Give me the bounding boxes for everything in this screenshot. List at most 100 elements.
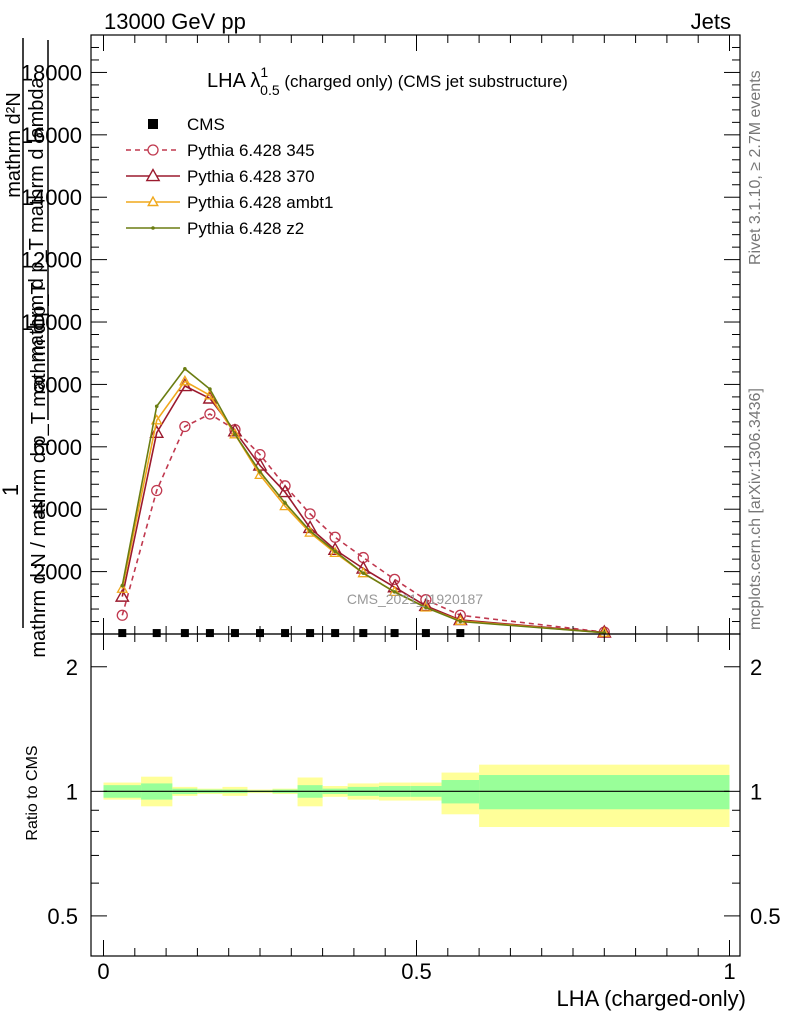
y-tick-label: 14000: [21, 185, 82, 210]
legend-item: Pythia 6.428 ambt1: [126, 193, 333, 212]
main-panel: 2000 4000 6000 8000 10000 12000 14000 16000 1800…: [21, 34, 741, 638]
pythia-z2-marker: [283, 501, 287, 505]
pythia-z2-marker: [333, 549, 337, 554]
process-label: Jets: [691, 9, 731, 34]
legend: CMS Pythia 6.428 345 Pythia 6.428 370 Pythi…: [126, 115, 333, 238]
ratio-plot-area: [90, 633, 741, 957]
pythia-345-marker: [388, 573, 401, 586]
x-tick-label: 0.5: [401, 959, 432, 984]
ratio-y-tick-label: 2: [66, 655, 78, 680]
pythia-ambt1-marker: [116, 582, 129, 593]
mcplots-label: mcplots.cern.ch [arXiv:1306.3436]: [747, 388, 764, 630]
legend-label: CMS: [187, 115, 225, 134]
legend-item: CMS: [148, 115, 225, 134]
y-tick-label: 12000: [21, 248, 82, 273]
cms-data-point: [359, 629, 368, 638]
legend-label: Pythia 6.428 ambt1: [187, 193, 333, 212]
rivet-label: Rivet 3.1.10, ≥ 2.7M events: [747, 70, 764, 265]
y-tick-label: 4000: [33, 497, 82, 522]
series-line-4: [121, 367, 605, 634]
legend-triangle-marker: [145, 168, 161, 182]
pythia-ambt1-marker: [357, 566, 370, 578]
pythia-z2-marker: [183, 367, 187, 371]
ratio-y-tick-label: 0.5: [47, 904, 78, 929]
legend-item: Pythia 6.428 z2: [126, 219, 304, 238]
plot-title-prefix: LHA λ: [207, 70, 260, 92]
cms-data-point: [152, 629, 161, 638]
ratio-panel: 0.5 0.51 12 2 0 0.5 1: [47, 633, 781, 984]
ratio-bands: [103, 764, 730, 827]
pythia-370-marker: [202, 390, 218, 404]
plot-title: LHA λ1 0.5 (charged only) (CMS jet substr…: [207, 64, 568, 98]
pythia-345-marker: [151, 484, 163, 497]
cms-data-point: [306, 629, 315, 638]
pythia-ambt1-marker: [329, 546, 341, 558]
ratio-y-tick-label-right: 0.5: [750, 904, 781, 929]
pythia-345-marker: [116, 609, 128, 621]
cms-data-point: [205, 629, 214, 638]
legend-triangle-marker: [147, 195, 159, 207]
y-tick-label: 16000: [21, 123, 82, 148]
pythia-ambt1-marker: [179, 374, 191, 386]
ratio-x-ticks: 0 0.5 1: [97, 634, 736, 984]
main-y-axis-label: mathrm d²N mathrm d p_T mathrm d lambda …: [0, 38, 50, 658]
y-label-one: 1: [0, 484, 23, 496]
legend-label: Pythia 6.428 z2: [187, 219, 304, 238]
legend-label: Pythia 6.428 345: [187, 141, 315, 160]
pythia-370-marker: [277, 484, 293, 498]
x-tick-label: 1: [723, 959, 735, 984]
legend-circle-marker: [147, 144, 159, 156]
pythia-z2-marker: [233, 432, 237, 437]
analysis-watermark: CMS_2021_I1920187: [347, 591, 483, 607]
series-line-1: [121, 413, 605, 633]
pythia-z2-marker: [424, 605, 428, 610]
pythia-z2-marker: [392, 590, 397, 594]
legend-item: Pythia 6.428 370: [126, 167, 315, 186]
cms-data-point: [331, 629, 340, 638]
ratio-y-tick-label-right: 1: [750, 779, 762, 804]
plot-title-sub: 0.5: [260, 82, 280, 98]
ratio-y-tick-label-right: 2: [750, 655, 762, 680]
legend-cms-marker: [148, 119, 158, 129]
main-series: [114, 367, 612, 638]
pythia-ambt1-marker: [304, 526, 316, 537]
main-y-ticks: 2000 4000 6000 8000 10000 12000 14000 16000 1800…: [21, 34, 740, 635]
pythia-z2-marker: [361, 571, 366, 575]
energy-label: 13000 GeV pp: [104, 9, 246, 34]
pythia-ambt1-marker: [229, 428, 241, 439]
legend-dot-marker: [151, 226, 155, 230]
pythia-z2-marker: [308, 529, 312, 533]
y-tick-label: 18000: [21, 60, 82, 85]
ratio-band-inner: [479, 775, 730, 810]
cms-data-point: [230, 629, 239, 638]
plot-title-rest: (charged only) (CMS jet substructure): [280, 72, 568, 91]
cms-data-point: [421, 629, 430, 638]
main-plot-area: [90, 34, 741, 635]
y-label-numerator-line2: mathrm d p_T mathrm d lambda: [26, 76, 48, 362]
x-tick-label: 0: [97, 959, 109, 984]
cms-data-point: [256, 629, 264, 638]
pythia-345-marker: [179, 420, 191, 433]
y-tick-label: 8000: [33, 372, 82, 397]
pythia-345-marker: [204, 408, 216, 420]
cms-data-point: [281, 629, 290, 638]
ratio-y-tick-label: 1: [66, 779, 78, 804]
y-tick-label: 10000: [21, 310, 82, 335]
x-axis-label: LHA (charged-only): [556, 986, 746, 1011]
legend-label: Pythia 6.428 370: [187, 167, 315, 186]
pythia-345-marker: [420, 594, 432, 606]
plot-title-sup: 1: [260, 64, 268, 80]
ratio-y-axis-label: Ratio to CMS: [24, 745, 41, 840]
y-label-denominator: mathrm d N / mathrm d p_T mathrm d p_T: [28, 282, 50, 657]
cms-data-point: [180, 629, 189, 638]
cms-data-point: [118, 629, 127, 638]
y-tick-label: 6000: [33, 435, 82, 460]
ratio-y-ticks: 0.5 0.5 1 1 2 2: [47, 655, 781, 957]
cms-data-point: [456, 629, 465, 638]
cms-data-point: [390, 629, 399, 638]
pythia-z2-marker: [258, 469, 262, 474]
pythia-345-marker: [304, 508, 316, 520]
pythia-z2-marker: [458, 619, 463, 624]
pythia-z2-marker: [154, 404, 159, 409]
